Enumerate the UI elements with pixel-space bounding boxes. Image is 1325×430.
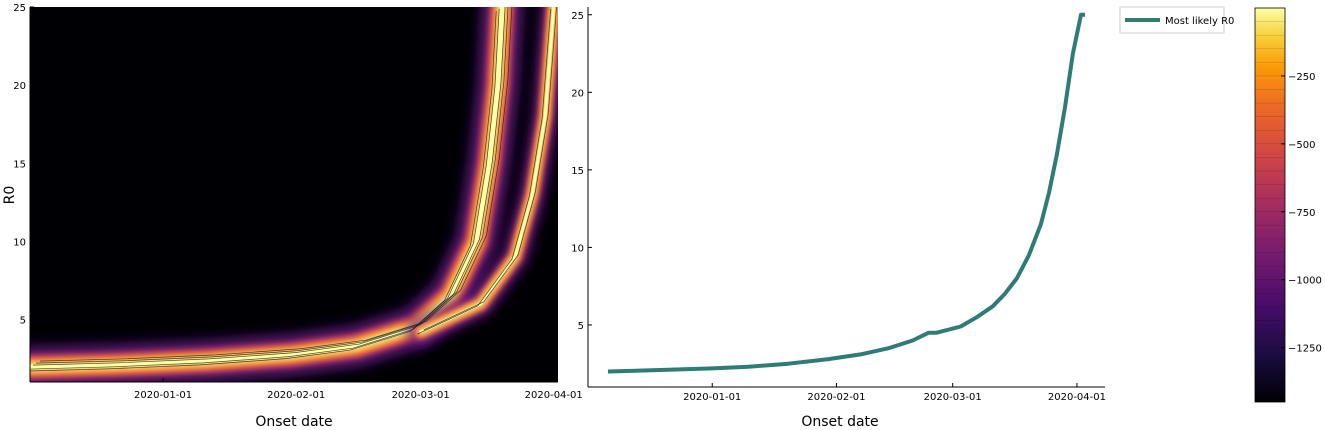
heatmap-x-tick-label: 2020-01-01	[134, 390, 192, 401]
line-y-tick-label: 5	[578, 321, 584, 332]
line-x-axis-title: Onset date	[801, 414, 878, 430]
heatmap-x-tick-label: 2020-03-01	[392, 390, 450, 401]
heatmap-y-tick-label: 20	[13, 81, 26, 92]
heatmap-contour-line	[32, 7, 506, 366]
colorbar-tick-label: −250	[1288, 72, 1315, 83]
heatmap-contour-line	[30, 8, 500, 370]
series-line-most-likely-r0	[607, 12, 1085, 374]
line-panel: 2020-01-01 2020-02-01 2020-03-01 2020-04-01…	[571, 6, 1234, 430]
heatmap-x-tick-label: 2020-04-01	[525, 390, 583, 401]
heatmap-y-tick-label: 10	[13, 237, 26, 248]
heatmap-contour-line	[39, 7, 513, 362]
heatmap-y-tick-label: 25	[13, 3, 26, 14]
line-y-tick-label: 25	[571, 11, 584, 22]
line-x-tick-label: 2020-02-01	[807, 392, 865, 403]
colorbar-tick-label: −1250	[1288, 344, 1322, 355]
colorbar-tick-label: −500	[1288, 140, 1315, 151]
heatmap-x-tick-label: 2020-02-01	[267, 390, 325, 401]
colorbar-fill	[1255, 8, 1285, 402]
line-x-tick-label: 2020-03-01	[924, 392, 982, 403]
legend: Most likely R0	[1119, 6, 1234, 34]
line-y-tick-label: 20	[571, 88, 584, 99]
line-y-tick-label: 15	[571, 166, 584, 177]
heatmap-contour-line	[417, 8, 552, 335]
heatmap-panel: 2020-01-01 2020-02-01 2020-03-01 2020-04-01…	[2, 3, 583, 430]
line-x-tick-label: 2020-04-01	[1048, 392, 1106, 403]
legend-label: Most likely R0	[1165, 16, 1234, 27]
colorbar-tick-label: −750	[1288, 208, 1315, 219]
heatmap-x-axis-title: Onset date	[255, 414, 332, 430]
colorbar-border	[1254, 7, 1286, 403]
line-y-tick-label: 10	[571, 243, 584, 254]
line-x-tick-label: 2020-01-01	[683, 392, 741, 403]
heatmap-contour-line	[30, 10, 497, 372]
heatmap-y-tick-label: 5	[20, 316, 26, 327]
colorbar: −250 −500 −750 −1000 −1250	[1254, 7, 1322, 403]
heatmap-contour-line	[423, 7, 557, 331]
heatmap-contour-line	[35, 7, 509, 364]
heatmap-secondary-band	[419, 7, 556, 334]
heatmap-y-tick-label: 15	[13, 159, 26, 170]
colorbar-tick-label: −1000	[1288, 276, 1322, 287]
heatmap-y-axis-title: R0	[2, 186, 18, 205]
